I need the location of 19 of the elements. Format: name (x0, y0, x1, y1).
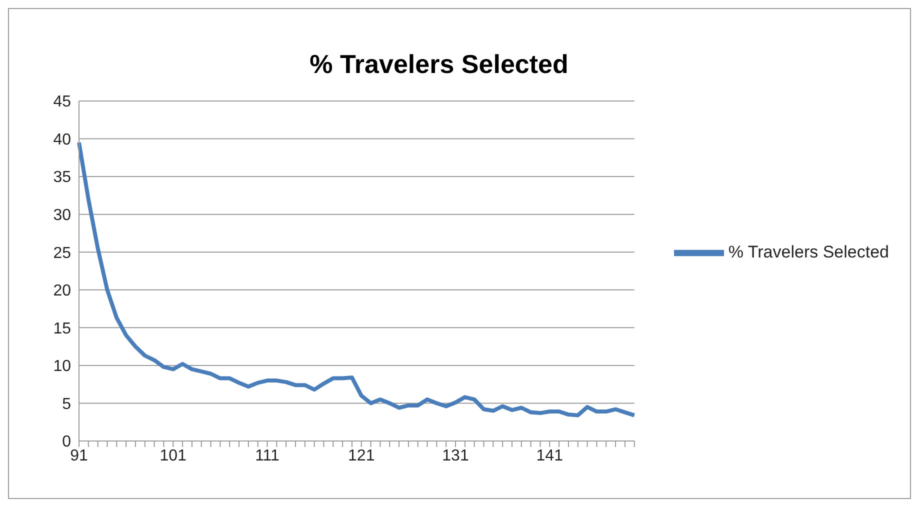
chart-title: % Travelers Selected (308, 49, 570, 80)
legend-label: % Travelers Selected (728, 242, 889, 262)
x-tick-label: 131 (442, 447, 469, 464)
y-tick-label: 25 (53, 244, 72, 262)
y-tick-label: 10 (53, 358, 72, 376)
x-tick-label: 141 (536, 447, 564, 464)
y-tick-label: 30 (53, 207, 72, 224)
x-tick-label: 91 (70, 447, 88, 464)
y-tick-label: 35 (53, 169, 72, 186)
x-tick-label: 121 (348, 447, 375, 464)
y-tick-label: 0 (62, 434, 72, 451)
y-tick-label: 45 (53, 94, 72, 111)
y-tick-label: 15 (53, 320, 72, 338)
x-tick-label: 101 (160, 447, 187, 464)
y-tick-label: 5 (62, 396, 72, 413)
x-tick-label: 111 (255, 447, 280, 464)
line-series (77, 140, 636, 418)
y-tick-label: 20 (53, 282, 72, 300)
y-tick-label: 40 (53, 131, 72, 148)
